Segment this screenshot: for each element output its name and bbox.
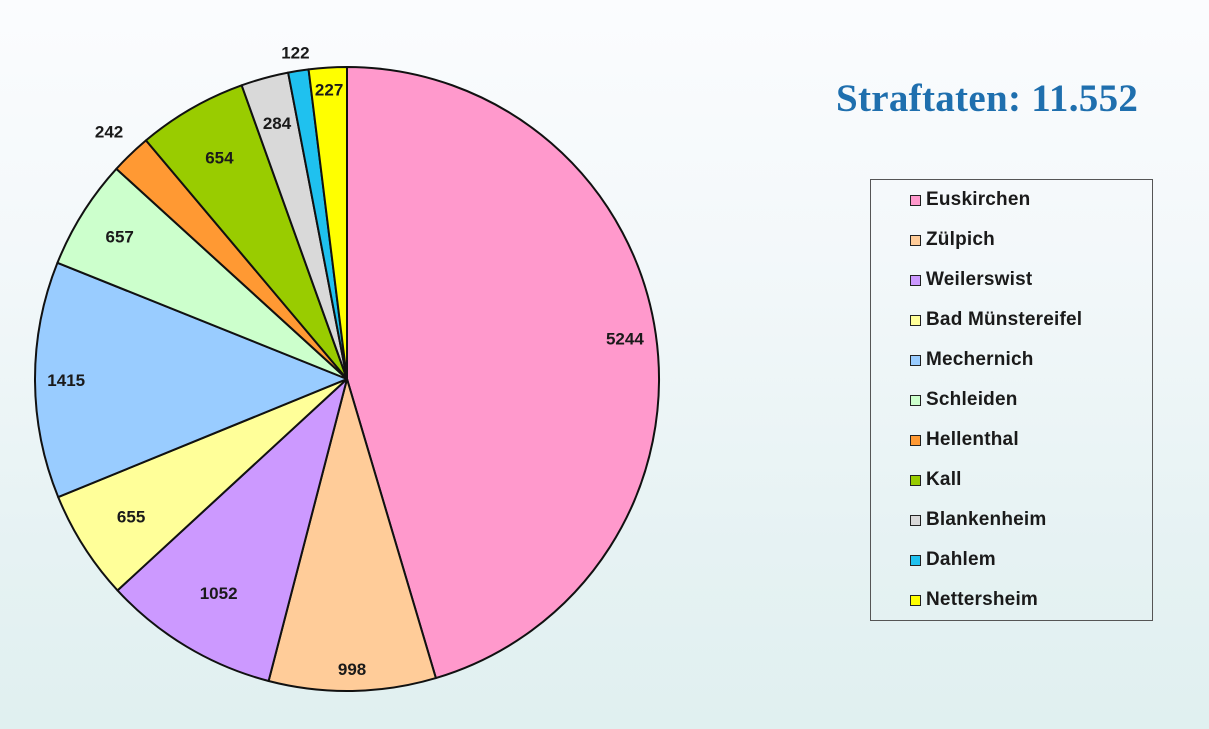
data-label: 5244 — [606, 330, 644, 349]
legend-swatch-icon — [910, 314, 921, 326]
legend-item-dahlem: Dahlem — [910, 548, 996, 572]
data-label: 242 — [95, 123, 123, 142]
pie-slice-weilerswist — [116, 378, 348, 682]
legend: Euskirchen Zülpich Weilerswist Bad Münst… — [870, 179, 1153, 621]
legend-swatch-icon — [910, 274, 921, 286]
pie-data-labels: 5244 998 1052 655 1415 657 242 654 284 122 227 — [47, 43, 644, 679]
legend-label: Nettersheim — [926, 589, 1039, 610]
legend-swatch-icon — [910, 434, 921, 446]
pie-slice-mechernich — [34, 261, 348, 499]
legend-item-bad-muenstereifel: Bad Münstereifel — [910, 308, 1082, 332]
data-label: 227 — [315, 80, 343, 99]
data-label: 654 — [205, 148, 234, 167]
legend-item-schleiden: Schleiden — [910, 388, 1018, 412]
legend-swatch-icon — [910, 234, 921, 246]
legend-swatch-icon — [910, 594, 921, 606]
legend-label: Zülpich — [926, 229, 995, 250]
legend-item-mechernich: Mechernich — [910, 348, 1034, 372]
pie-slice-euskirchen — [346, 66, 660, 680]
data-label: 1415 — [47, 371, 85, 390]
chart-title: Straftaten: 11.552 — [836, 77, 1139, 120]
legend-item-weilerswist: Weilerswist — [910, 268, 1032, 292]
data-label: 284 — [263, 114, 292, 133]
legend-item-zuelpich: Zülpich — [910, 228, 995, 252]
data-label: 657 — [106, 227, 134, 246]
legend-label: Bad Münstereifel — [926, 309, 1083, 330]
legend-swatch-icon — [910, 354, 921, 366]
data-label: 1052 — [200, 584, 238, 603]
data-label: 122 — [281, 43, 309, 62]
legend-label: Euskirchen — [926, 189, 1031, 210]
legend-item-blankenheim: Blankenheim — [910, 508, 1046, 532]
legend-item-euskirchen: Euskirchen — [910, 188, 1030, 212]
pie-slice-z-lpich — [267, 378, 437, 692]
legend-label: Mechernich — [926, 349, 1034, 370]
data-label: 998 — [338, 660, 366, 679]
pie-slice-nettersheim — [307, 66, 348, 380]
legend-label: Dahlem — [926, 549, 996, 570]
legend-label: Blankenheim — [926, 509, 1047, 530]
legend-label: Kall — [926, 469, 962, 490]
data-label: 655 — [117, 507, 145, 526]
legend-swatch-icon — [910, 194, 921, 206]
legend-label: Hellenthal — [926, 429, 1019, 450]
legend-item-kall: Kall — [910, 468, 962, 492]
legend-item-hellenthal: Hellenthal — [910, 428, 1019, 452]
legend-swatch-icon — [910, 394, 921, 406]
legend-swatch-icon — [910, 514, 921, 526]
legend-item-nettersheim: Nettersheim — [910, 588, 1038, 612]
pie-slices — [34, 66, 660, 692]
legend-swatch-icon — [910, 554, 921, 566]
legend-swatch-icon — [910, 474, 921, 486]
legend-label: Schleiden — [926, 389, 1018, 410]
legend-label: Weilerswist — [926, 269, 1033, 290]
